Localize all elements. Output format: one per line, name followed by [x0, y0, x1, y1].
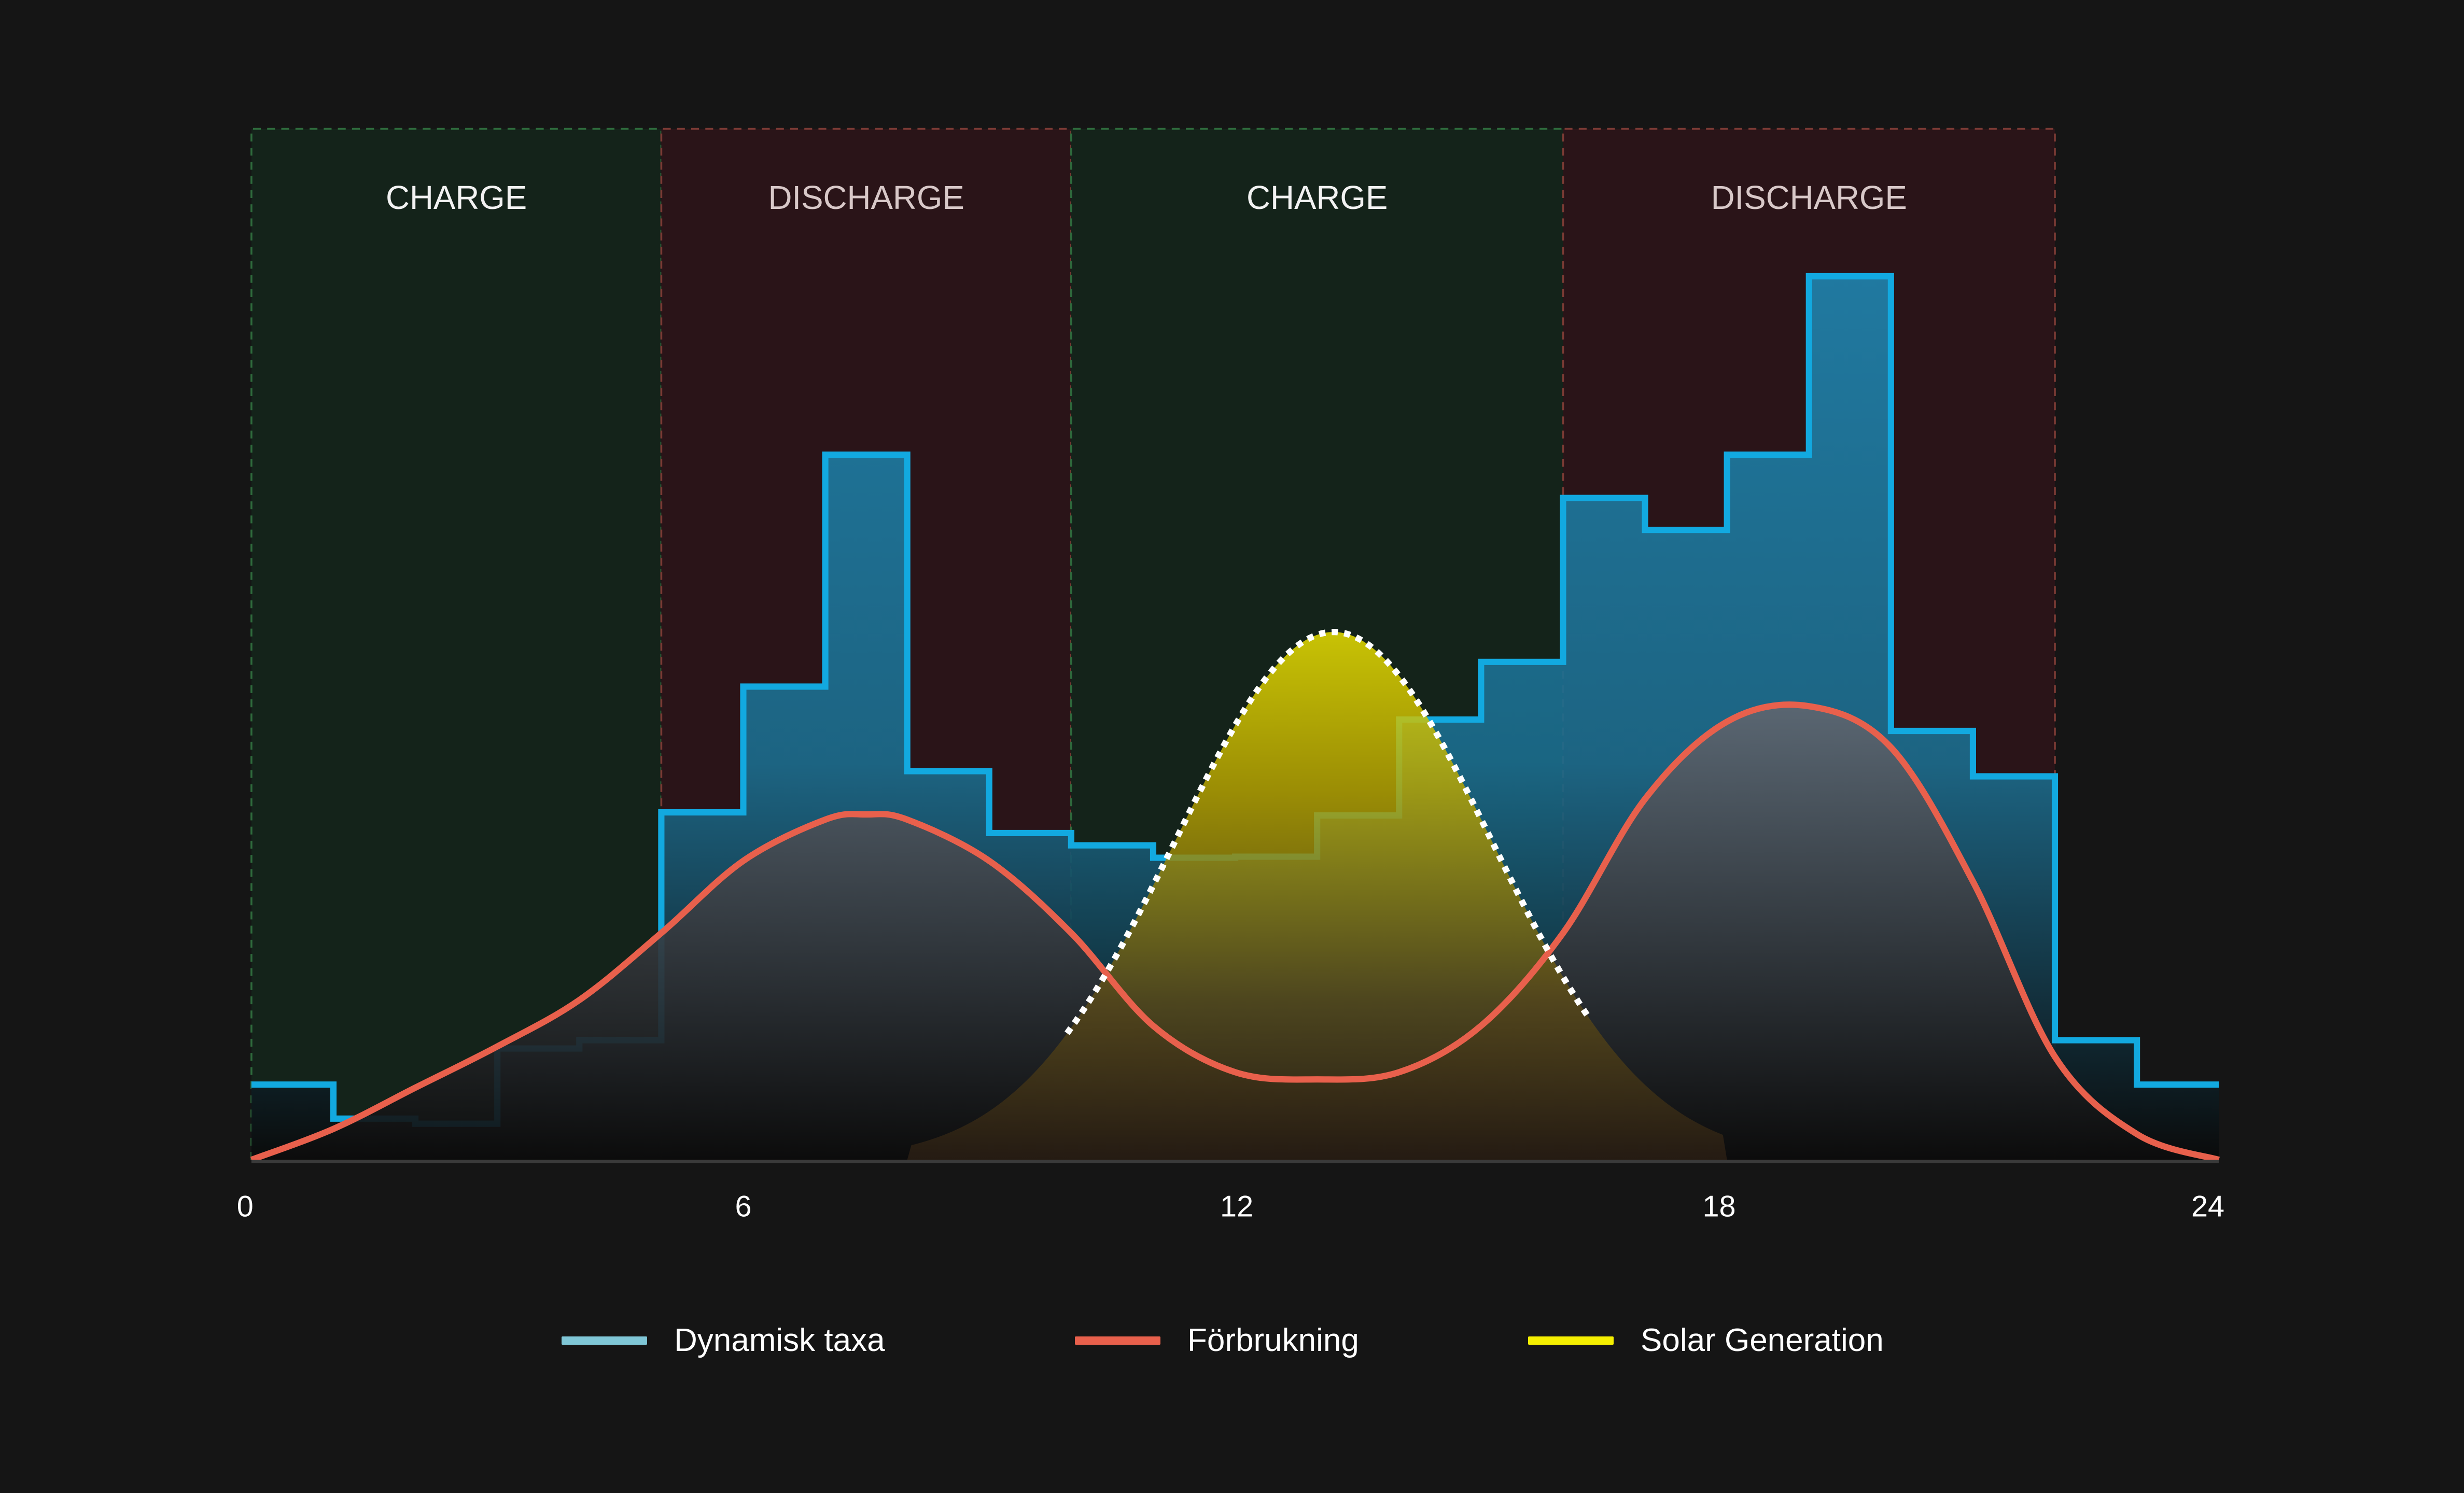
legend-label: Solar Generation	[1641, 1322, 1884, 1358]
x-tick-label: 24	[2191, 1190, 2224, 1223]
legend-item-solar-generation: Solar Generation	[1528, 1322, 1884, 1359]
legend-item-dynamisk-taxa: Dynamisk taxa	[562, 1322, 885, 1359]
zone-label: CHARGE	[1247, 179, 1388, 216]
legend-swatch	[1528, 1336, 1614, 1345]
zone-label: DISCHARGE	[768, 179, 964, 216]
legend-label: Dynamisk taxa	[674, 1322, 885, 1358]
x-tick-label: 12	[1220, 1190, 1253, 1223]
legend-label: Förbrukning	[1187, 1322, 1359, 1358]
legend: Dynamisk taxa Förbrukning Solar Generati…	[0, 1322, 2464, 1369]
solar-outline-dashed	[1065, 629, 1590, 1035]
zone-label: DISCHARGE	[1711, 179, 1907, 216]
x-tick-label: 18	[1702, 1190, 1735, 1223]
consumption-line	[250, 701, 2220, 1163]
legend-swatch	[562, 1336, 647, 1345]
x-tick-label: 6	[735, 1190, 751, 1223]
x-tick-label: 0	[237, 1190, 254, 1223]
zone-label: CHARGE	[386, 179, 527, 216]
solar-area	[907, 632, 1727, 1160]
legend-item-forbrukning: Förbrukning	[1075, 1322, 1359, 1359]
legend-swatch	[1075, 1336, 1160, 1345]
consumption-area	[251, 705, 2219, 1160]
